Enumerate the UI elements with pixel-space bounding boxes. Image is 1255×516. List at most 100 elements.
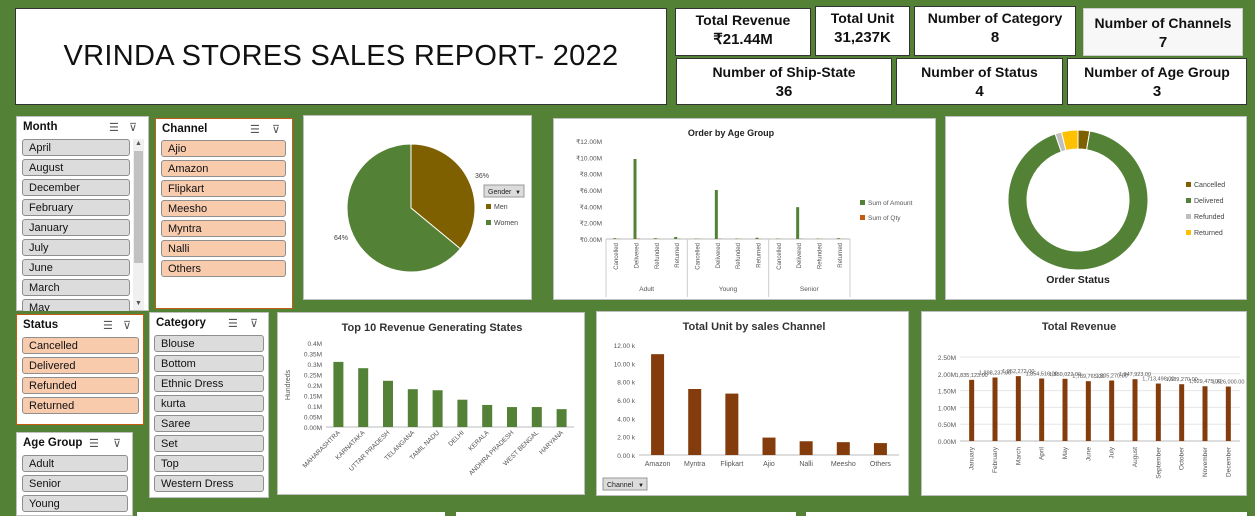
x-tick-label: April	[1039, 446, 1046, 460]
channel-slicer-header: Channel ☰ ⊽	[156, 119, 292, 139]
channel-item-others[interactable]: Others	[161, 260, 286, 277]
channel-filter-button	[602, 477, 648, 491]
scroll-down-icon[interactable]: ▼	[135, 300, 142, 307]
month-item-march[interactable]: March	[22, 279, 130, 296]
category-item-set[interactable]: Set	[154, 435, 264, 452]
x-tick-label: June	[1085, 447, 1092, 461]
y-tick-label: 0.1M	[308, 404, 322, 411]
bar-may	[1062, 378, 1068, 441]
bar-june	[1085, 381, 1091, 441]
channel-item-nalli[interactable]: Nalli	[161, 240, 286, 257]
bar-telangana	[407, 389, 418, 427]
pie-value-label: 64%	[334, 235, 348, 242]
gender-pie-svg: 36% 64% Gender ▼ Men Women	[334, 143, 525, 273]
scroll-up-icon[interactable]: ▲	[135, 140, 142, 147]
y-tick-label: 2.00M	[938, 372, 956, 379]
bar-west-bengal	[531, 407, 542, 427]
category-item-saree[interactable]: Saree	[154, 415, 264, 432]
status-item-refunded[interactable]: Refunded	[22, 377, 139, 394]
status-slicer-header: Status ☰ ⊽	[17, 315, 143, 335]
bar-sum-of-amount	[836, 238, 840, 239]
order-status-chart[interactable]: Order Status Cancelled Delivered Refunded Re…	[945, 116, 1247, 300]
bar-nalli	[799, 441, 813, 455]
bar-july	[1109, 380, 1115, 441]
bar-flipkart	[725, 393, 739, 455]
month-item-july[interactable]: July	[22, 239, 130, 256]
dropdown-arrow-icon: ▼	[638, 483, 644, 489]
chart-title: Order by Age Group	[688, 128, 775, 138]
age-item-young[interactable]: Young	[22, 495, 128, 512]
multi-select-icon[interactable]: ☰	[228, 317, 238, 330]
clear-filter-icon[interactable]: ⊽	[129, 121, 138, 134]
category-item-ethnic-dress[interactable]: Ethnic Dress	[154, 375, 264, 392]
units-by-channel-svg: Total Unit by sales Channel 0.00 k 2.00 k 4…	[602, 321, 899, 491]
y-tick-label: 0.00 k	[617, 453, 635, 460]
scrollbar-thumb[interactable]	[134, 151, 143, 263]
legend-label: Sum of Qty	[868, 215, 901, 222]
y-tick-label: 10.00 k	[614, 361, 636, 368]
y-tick-label: 12.00 k	[614, 343, 636, 350]
category-item-blouse[interactable]: Blouse	[154, 335, 264, 352]
category-item-western-dress[interactable]: Western Dress	[154, 475, 264, 492]
chart-title: Top 10 Revenue Generating States	[342, 322, 523, 334]
status-item-cancelled[interactable]: Cancelled	[22, 337, 139, 354]
multi-select-icon[interactable]: ☰	[103, 319, 113, 332]
category-item-bottom[interactable]: Bottom	[154, 355, 264, 372]
data-label: 1,847,923.00	[1119, 372, 1151, 378]
status-item-returned[interactable]: Returned	[22, 397, 139, 414]
channel-item-amazon[interactable]: Amazon	[161, 160, 286, 177]
clear-filter-icon[interactable]: ⊽	[113, 437, 122, 450]
total-revenue-chart[interactable]: Total Revenue 0.00M 0.50M 1.00M 1.50M 2.00M 2.…	[921, 311, 1247, 496]
x-tick-label: Amazon	[645, 461, 671, 468]
y-tick-label: ₹0.00M	[580, 236, 602, 244]
month-item-june[interactable]: June	[22, 259, 130, 276]
month-item-january[interactable]: January	[22, 219, 130, 236]
status-item-delivered[interactable]: Delivered	[22, 357, 139, 374]
dropdown-arrow-icon: ▼	[515, 190, 521, 196]
multi-select-icon[interactable]: ☰	[109, 121, 119, 134]
channel-item-myntra[interactable]: Myntra	[161, 220, 286, 237]
category-item-top[interactable]: Top	[154, 455, 264, 472]
legend-swatch	[1186, 182, 1191, 187]
month-item-december[interactable]: December	[22, 179, 130, 196]
clear-filter-icon[interactable]: ⊽	[272, 123, 281, 136]
month-item-february[interactable]: February	[22, 199, 130, 216]
legend-label: Cancelled	[1194, 182, 1225, 189]
chart-title: Total Revenue	[1042, 321, 1116, 333]
month-item-may[interactable]: May	[22, 299, 130, 311]
y-tick-label: 0.2M	[308, 383, 322, 390]
month-scrollbar[interactable]: ▲ ▼	[133, 139, 144, 310]
y-tick-label: 0.05M	[304, 415, 322, 422]
gender-pie-chart[interactable]: 36% 64% Gender ▼ Men Women	[303, 115, 532, 300]
units-by-channel-chart[interactable]: Total Unit by sales Channel 0.00 k 2.00 k 4…	[596, 311, 909, 496]
multi-select-icon[interactable]: ☰	[89, 437, 99, 450]
x-tick-label: May	[1062, 446, 1069, 459]
age-group-slicer-header: Age Group ☰ ⊽	[17, 433, 132, 453]
x-tick-label: Refunded	[818, 243, 824, 269]
channel-item-flipkart[interactable]: Flipkart	[161, 180, 286, 197]
age-item-senior[interactable]: Senior	[22, 475, 128, 492]
bar-sum-of-amount	[796, 207, 800, 239]
channel-item-meesho[interactable]: Meesho	[161, 200, 286, 217]
bar-kerala	[482, 404, 493, 427]
order-status-svg: Order Status Cancelled Delivered Refunded Re…	[1007, 129, 1225, 286]
pie-slice-men	[410, 143, 476, 250]
bar-maharashtra	[333, 361, 344, 427]
bar-february	[992, 377, 998, 441]
age-group-chart[interactable]: Order by Age Group ₹0.00M ₹2.00M ₹4.00M ₹6.0…	[553, 118, 936, 300]
slicer-title: Category	[156, 317, 206, 329]
multi-select-icon[interactable]: ☰	[250, 123, 260, 136]
clear-filter-icon[interactable]: ⊽	[123, 319, 132, 332]
month-item-august[interactable]: August	[22, 159, 130, 176]
x-tick-label: August	[1132, 447, 1139, 467]
month-item-april[interactable]: April	[22, 139, 130, 156]
channel-item-ajio[interactable]: Ajio	[161, 140, 286, 157]
x-tick-label: Returned	[675, 243, 681, 268]
channel-slicer: Channel ☰ ⊽ Ajio Amazon Flipkart Meesho My…	[155, 118, 293, 309]
clear-filter-icon[interactable]: ⊽	[250, 317, 259, 330]
age-item-adult[interactable]: Adult	[22, 455, 128, 472]
kpi-value: 4	[975, 83, 984, 100]
category-item-kurta[interactable]: kurta	[154, 395, 264, 412]
top-states-chart[interactable]: Top 10 Revenue Generating States 0.00M 0.0…	[277, 312, 585, 495]
bottom-chart-partial	[137, 512, 445, 516]
